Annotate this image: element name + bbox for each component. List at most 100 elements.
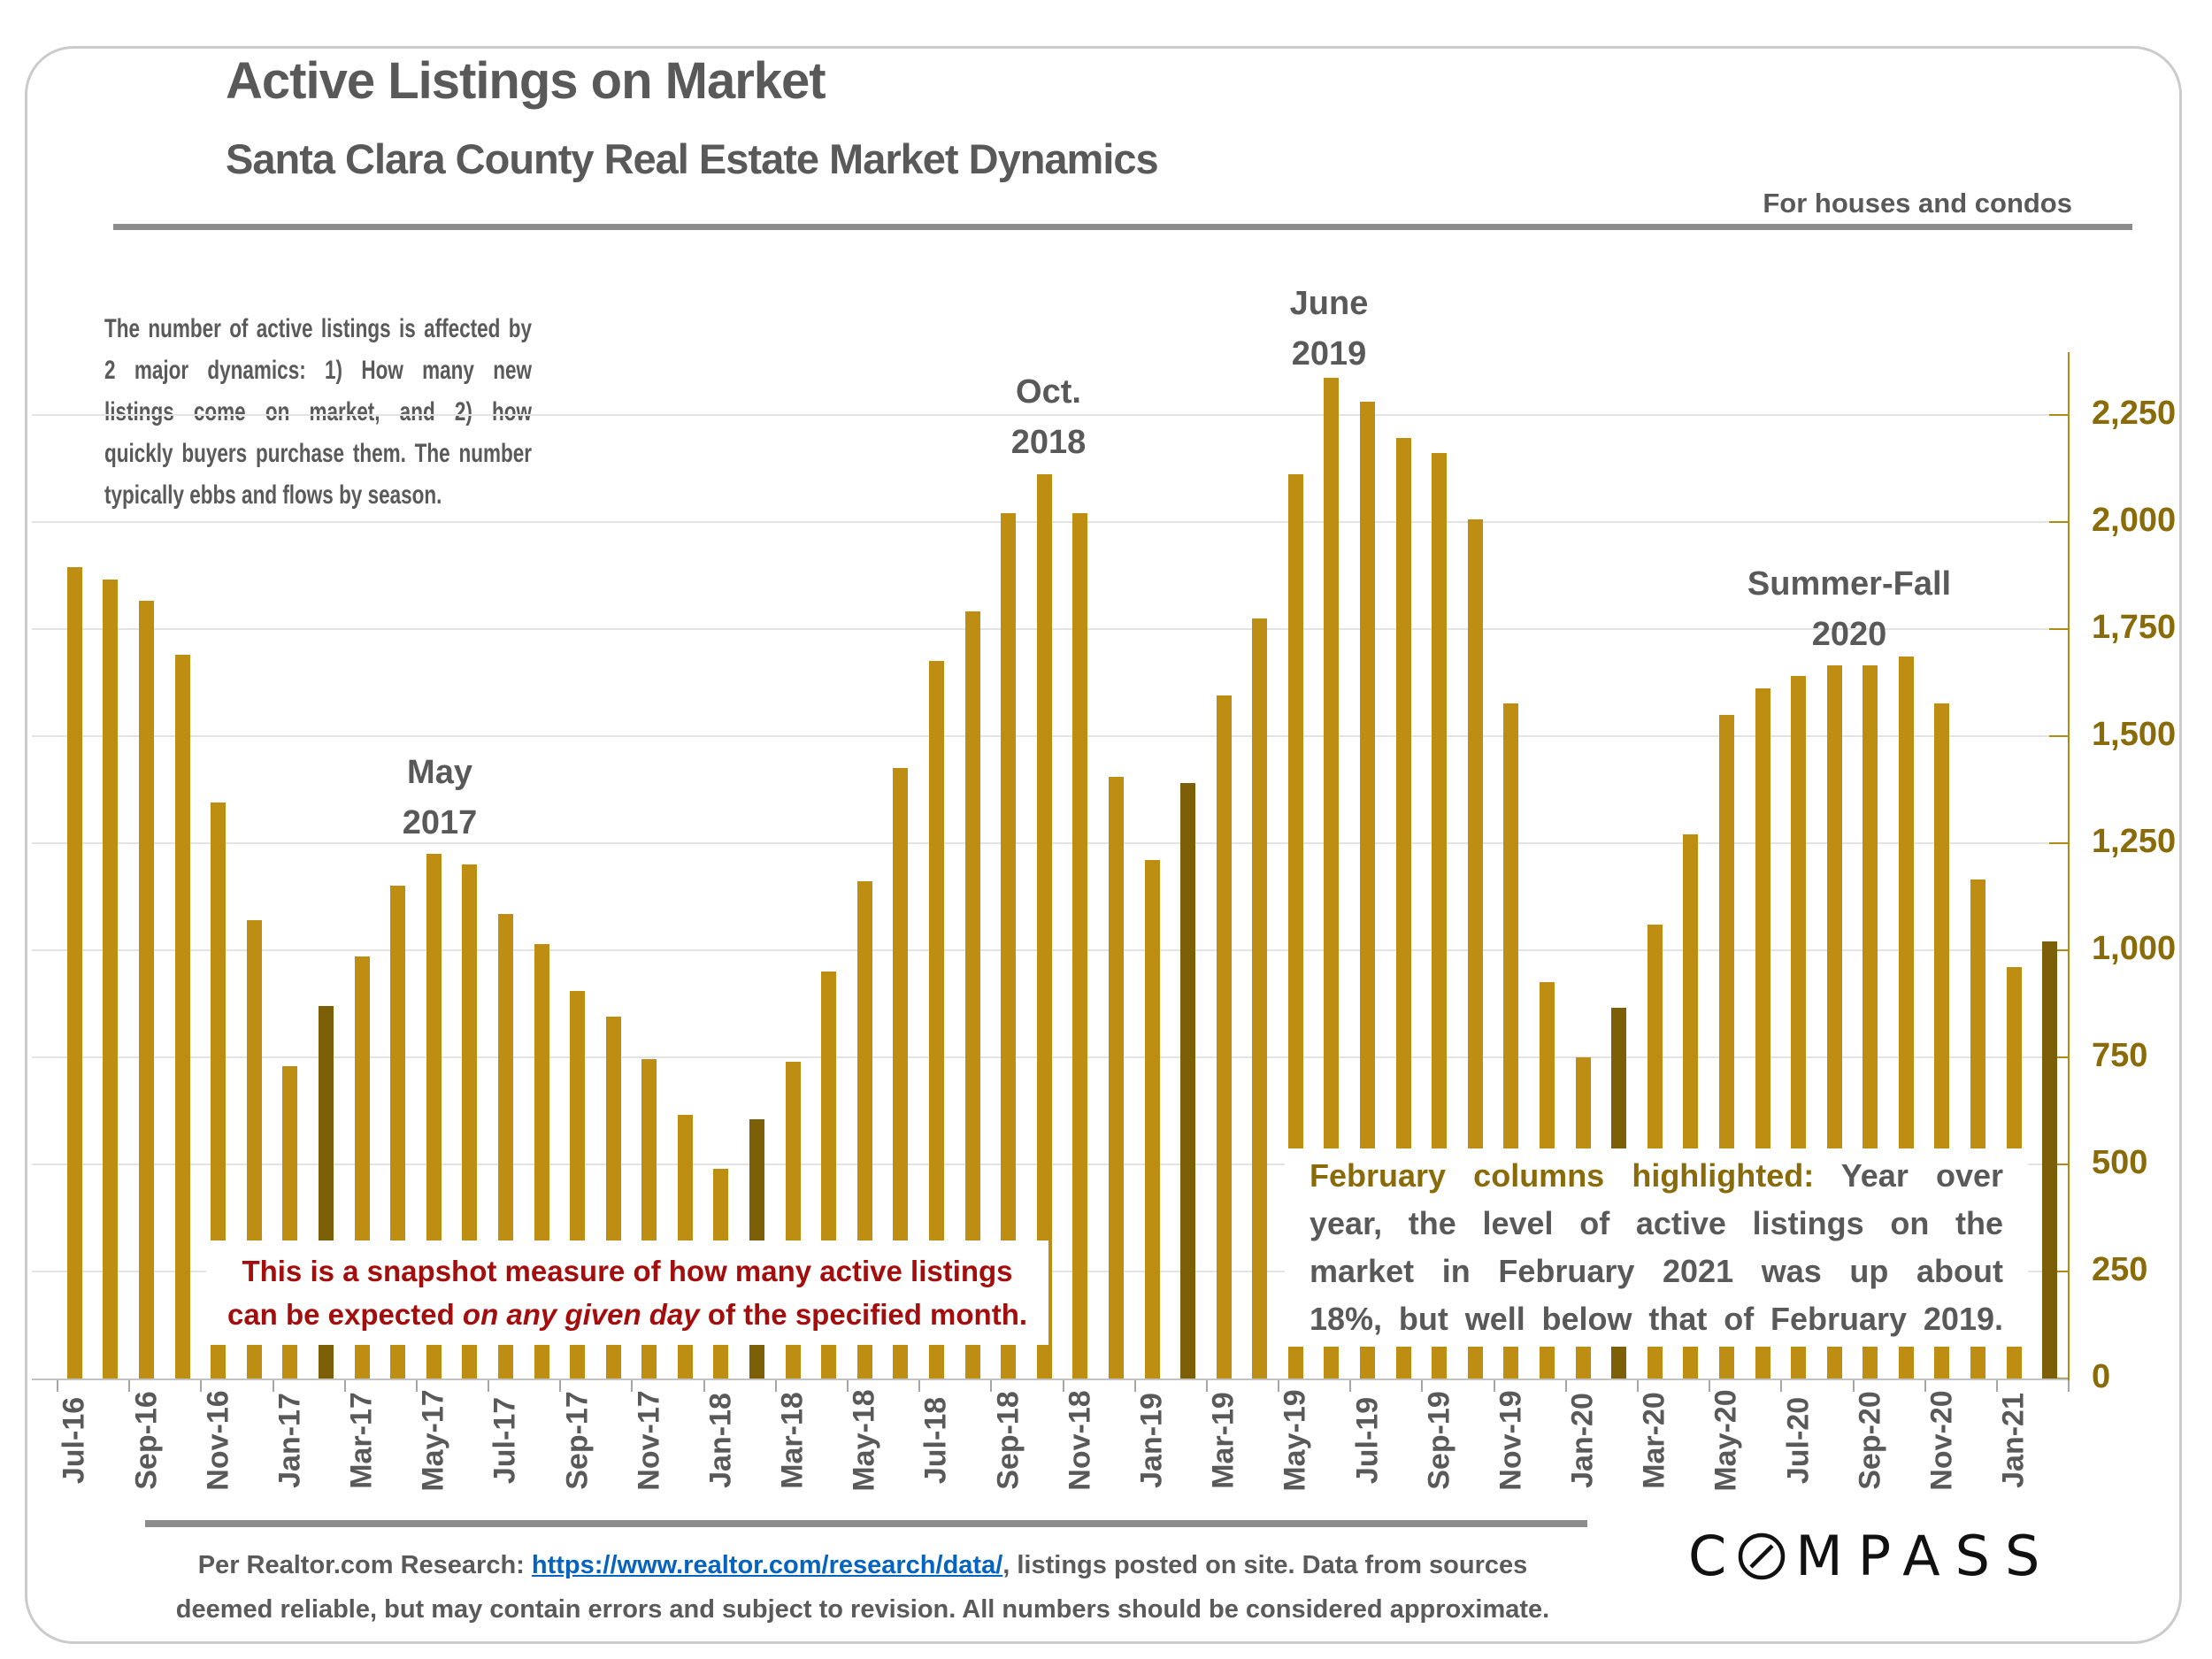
x-tick (343, 1380, 346, 1392)
bar-Jun-19 (1324, 378, 1340, 1379)
x-axis-label-Nov-20: Nov-20 (1924, 1390, 1959, 1491)
bar-Apr-19 (1252, 618, 1268, 1379)
y-axis-label-1500: 1,500 (2092, 716, 2177, 753)
x-tick (1852, 1380, 1855, 1392)
y-tick-1500 (2049, 735, 2068, 737)
x-tick (2068, 1380, 2070, 1392)
footer-text: Per Realtor.com Research: https://www.re… (124, 1543, 1601, 1632)
x-tick (1780, 1380, 1783, 1392)
x-axis-label-Jan-21: Jan-21 (1996, 1393, 2031, 1488)
compass-logo: C MPASS (1688, 1524, 2055, 1589)
x-tick (1709, 1380, 1711, 1392)
y-axis-label-250: 250 (2092, 1251, 2148, 1288)
x-axis-label-Nov-19: Nov-19 (1494, 1390, 1528, 1491)
footer-line2: deemed reliable, but may contain errors … (175, 1595, 1550, 1624)
x-axis-label-Sep-20: Sep-20 (1853, 1391, 1887, 1490)
intro-line: 2 major dynamics: 1) How many new (104, 356, 532, 385)
february-note: February columns highlighted: Year over … (1285, 1148, 2028, 1347)
x-tick (1636, 1380, 1639, 1392)
annotation-oct-2018: Oct. 2018 (1010, 373, 1087, 461)
x-tick (1349, 1380, 1352, 1392)
x-tick (1133, 1380, 1136, 1392)
y-axis-label-1000: 1,000 (2092, 930, 2177, 967)
y-tick-250 (2049, 1271, 2068, 1272)
x-axis-label-May-20: May-20 (1709, 1389, 1743, 1492)
x-axis-label-Sep-19: Sep-19 (1422, 1391, 1456, 1490)
x-tick (1924, 1380, 1926, 1392)
compass-o-icon (1739, 1532, 1786, 1580)
bar-Jul-18 (928, 661, 944, 1379)
intro-line: typically ebbs and flows by season. (104, 480, 442, 510)
x-axis-label-Nov-17: Nov-17 (632, 1390, 666, 1491)
footer-divider (145, 1520, 1587, 1527)
y-axis-label-1750: 1,750 (2092, 609, 2177, 646)
top-divider (113, 224, 2132, 230)
y-axis-label-0: 0 (2092, 1358, 2111, 1395)
intro-line: quickly buyers purchase them. The number (104, 439, 532, 468)
february-note-line4: 18%, but well below that of February 201… (1310, 1301, 2003, 1337)
compass-logo-text-mpass: MPASS (1795, 1524, 2055, 1588)
x-tick (1062, 1380, 1064, 1392)
snapshot-note-line2: can be expected on any given day of the … (227, 1298, 1028, 1331)
february-note-line3: market in February 2021 was up about (1310, 1253, 2003, 1289)
bar-Aug-18 (964, 611, 980, 1379)
x-axis-label-Jul-17: Jul-17 (488, 1396, 522, 1485)
x-tick (990, 1380, 993, 1392)
bar-Jan-19 (1144, 860, 1160, 1379)
bar-Oct-16 (174, 655, 190, 1379)
x-axis-label-Jul-20: Jul-20 (1781, 1396, 1816, 1485)
realtor-research-link[interactable]: https://www.realtor.com/research/data/ (531, 1551, 1003, 1579)
x-axis-label-Jul-16: Jul-16 (57, 1396, 91, 1485)
x-axis-label-May-17: May-17 (416, 1389, 450, 1492)
x-tick (1995, 1380, 1998, 1392)
bar-Mar-19 (1216, 695, 1232, 1379)
snapshot-note: This is a snapshot measure of how many a… (206, 1240, 1048, 1345)
page-title: Active Listings on Market (226, 52, 826, 110)
bar-Jul-16 (66, 567, 82, 1379)
compass-logo-text-c: C (1688, 1524, 1742, 1588)
bar-Sep-19 (1432, 453, 1448, 1379)
x-tick (57, 1380, 58, 1392)
annotation-june-2019: June 2019 (1289, 285, 1369, 373)
x-axis-label-Jul-19: Jul-19 (1350, 1396, 1384, 1485)
x-axis-line (32, 1379, 2068, 1380)
bar-Nov-18 (1072, 513, 1088, 1379)
x-axis-label-Mar-19: Mar-19 (1206, 1392, 1240, 1489)
y-tick-2250 (2049, 414, 2068, 416)
bar-Sep-18 (1001, 513, 1017, 1379)
bar-Aug-19 (1395, 438, 1411, 1379)
x-tick (415, 1380, 418, 1392)
x-tick (128, 1380, 131, 1392)
february-note-line1: February columns highlighted: Year over (1310, 1157, 2003, 1194)
y-axis-label-1250: 1,250 (2092, 823, 2177, 860)
annotation-summer-fall-2020: Summer-Fall 2020 (1747, 565, 1952, 653)
x-tick (1205, 1380, 1208, 1392)
y-tick-1750 (2049, 628, 2068, 630)
x-axis-label-Nov-16: Nov-16 (201, 1390, 235, 1491)
x-axis-label-Sep-18: Sep-18 (991, 1391, 1025, 1490)
x-axis-label-Sep-16: Sep-16 (129, 1391, 163, 1490)
card-border (25, 46, 2182, 1644)
intro-line: listings come on market, and 2) how (104, 397, 532, 426)
x-tick (272, 1380, 274, 1392)
y-axis-label-750: 750 (2092, 1037, 2148, 1074)
x-tick (1564, 1380, 1567, 1392)
annotation-may-2017: May 2017 (402, 754, 478, 841)
x-tick (1421, 1380, 1424, 1392)
y-tick-500 (2049, 1164, 2068, 1165)
x-tick (703, 1380, 705, 1392)
bar-Aug-16 (103, 580, 119, 1379)
bar-Dec-18 (1108, 777, 1124, 1379)
y-tick-750 (2049, 1056, 2068, 1058)
y-tick-2000 (2049, 521, 2068, 523)
bar-Jul-19 (1360, 402, 1375, 1379)
tagline: For houses and condos (1763, 188, 2072, 219)
bar-Oct-18 (1036, 474, 1052, 1379)
x-tick (774, 1380, 777, 1392)
snapshot-note-line1: This is a snapshot measure of how many a… (242, 1255, 1013, 1287)
x-axis-label-Sep-17: Sep-17 (560, 1391, 594, 1490)
gridline-2250 (32, 414, 2068, 416)
x-axis-label-Jan-19: Jan-19 (1134, 1393, 1169, 1488)
y-axis-line (2068, 352, 2070, 1380)
bar-Feb-21 (2042, 941, 2058, 1379)
